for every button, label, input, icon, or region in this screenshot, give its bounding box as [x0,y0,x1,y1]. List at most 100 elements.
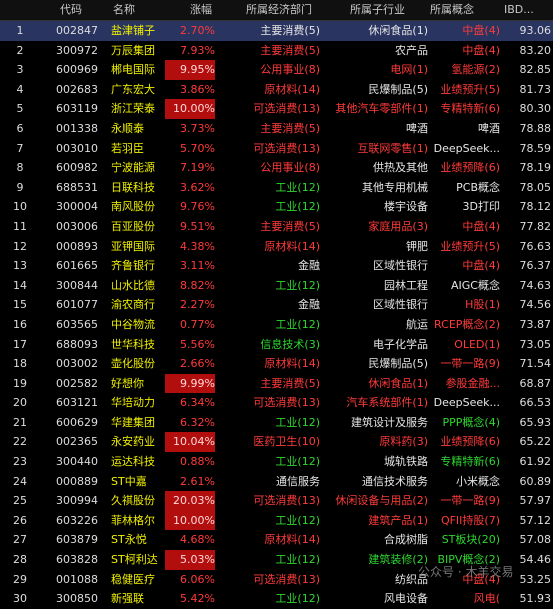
change-percent: 2.61% [180,474,215,488]
table-row[interactable]: 16 603565 中谷物流 0.77% 工业(12) 航运 RCEP概念(2) 73.87 [0,315,553,335]
sector: 可选消费(13) [253,494,320,508]
sector: 原材料(14) [264,82,320,96]
header-change[interactable]: 涨幅 [190,3,212,16]
table-row[interactable]: 19 002582 好想你 9.99% 主要消费(5) 休闲食品(1) 参股金融... 68.… [0,373,553,394]
table-row[interactable]: 13 601665 齐鲁银行 3.11% 金融 区域性银行 中盘(4) 76.37 [0,256,553,276]
table-row[interactable]: 10 300004 南风股份 9.76% 工业(12) 楼宇设备 3D打印 78.12 [0,197,553,217]
table-row[interactable]: 17 688093 世华科技 5.56% 信息技术(3) 电子化学品 OLED(1) 73.0… [0,335,553,355]
sub-industry: 合成树脂 [384,533,428,547]
table-row[interactable]: 29 001088 稳健医疗 6.06% 可选消费(13) 纺织品 中盘(4) 53.25 [0,570,553,590]
row-index: 15 [13,298,27,312]
stock-name: 稳健医疗 [111,572,155,586]
table-row[interactable]: 12 000893 亚钾国际 4.38% 原材料(14) 钾肥 业绩预升(5) 76.63 [0,237,553,257]
sector: 工业(12) [275,415,320,429]
stock-name: 万辰集团 [111,43,155,57]
sector: 原材料(14) [264,533,320,547]
row-index: 19 [13,376,27,390]
change-percent: 10.00% [165,510,215,531]
table-row[interactable]: 9 688531 日联科技 3.62% 工业(12) 其他专用机械 PCB概念 78.05 [0,178,553,198]
ibd-rating: 78.59 [519,141,552,155]
concept: H股(1) [465,298,500,312]
change-percent: 6.32% [180,415,215,429]
change-percent: 10.00% [165,99,215,119]
sector: 工业(12) [275,200,320,214]
table-row[interactable]: 27 603879 ST永悦 4.68% 原材料(14) 合成树脂 ST板块(20) 57.0… [0,530,553,550]
concept: 中盘(4) [462,259,500,273]
table-row[interactable]: 7 003010 若羽臣 5.70% 可选消费(13) 互联网零售(1) DeepSeek.… [0,139,553,159]
header-name[interactable]: 名称 [113,3,135,16]
stock-name: 运达科技 [111,455,155,469]
table-row[interactable]: 2 300972 万辰集团 7.93% 主要消费(5) 农产品 中盘(4) 83.20 [0,41,553,61]
table-row[interactable]: 6 001338 永顺泰 3.73% 主要消费(5) 啤酒 啤酒 78.88 [0,119,553,139]
stock-code: 688093 [56,337,98,351]
change-percent: 4.68% [180,533,215,547]
change-percent: 7.19% [180,161,215,175]
stock-code: 603879 [56,533,98,547]
table-row[interactable]: 3 600969 郴电国际 9.95% 公用事业(8) 电网(1) 氢能源(2) 82.85 [0,60,553,80]
sector: 原材料(14) [264,239,320,253]
ibd-rating: 78.88 [519,121,552,135]
stock-code: 601665 [56,259,98,273]
sector: 医药卫生(10) [253,435,320,449]
table-row[interactable]: 22 002365 永安药业 10.04% 医药卫生(10) 原料药(3) 业绩预降(6) 6… [0,432,553,453]
table-row[interactable]: 1 002847 盐津铺子 2.70% 主要消费(5) 休闲食品(1) 中盘(4) 93.06 [0,21,553,41]
sector: 主要消费(5) [260,43,320,57]
stock-name: 南风股份 [111,200,155,214]
sector: 公用事业(8) [260,161,320,175]
header-subindustry[interactable]: 所属子行业 [350,3,405,16]
concept: 业绩预降(6) [440,435,500,449]
stock-name: 百亚股份 [111,219,155,233]
sector: 主要消费(5) [260,24,320,37]
sub-industry: 啤酒 [406,121,428,135]
sub-industry: 通信技术服务 [362,474,428,488]
sub-industry: 原料药(3) [379,435,428,449]
header-ibd[interactable]: IBD... [504,3,534,16]
stock-name: 好想你 [111,376,144,390]
stock-name: 渝农商行 [111,298,155,312]
table-row[interactable]: 24 000889 ST中嘉 2.61% 通信服务 通信技术服务 小米概念 60.89 [0,472,553,492]
change-percent: 3.62% [180,180,215,194]
sub-industry: 休闲食品(1) [368,24,428,37]
table-row[interactable]: 4 002683 广东宏大 3.86% 原材料(14) 民爆制品(5) 业绩预升(5) 81.… [0,80,553,100]
row-index: 6 [16,121,24,135]
stock-name: 宁波能源 [111,161,155,175]
header-code[interactable]: 代码 [60,3,82,16]
row-index: 7 [16,141,24,155]
table-row[interactable]: 15 601077 渝农商行 2.27% 金融 区域性银行 H股(1) 74.56 [0,295,553,315]
table-row[interactable]: 14 300844 山水比德 8.82% 工业(12) 园林工程 AIGC概念 74.63 [0,276,553,296]
concept: 业绩预升(5) [440,239,500,253]
table-row[interactable]: 20 603121 华培动力 6.34% 可选消费(13) 汽车系统部件(1) DeepSe… [0,393,553,413]
table-row[interactable]: 25 300994 久祺股份 20.03% 可选消费(13) 休闲设备与用品(2) 一带一路… [0,491,553,511]
change-percent: 5.42% [180,592,215,606]
change-percent: 4.38% [180,239,215,253]
change-percent: 8.82% [180,278,215,292]
stock-code: 001338 [56,121,98,135]
stock-name: 华培动力 [111,396,155,410]
row-index: 23 [13,455,27,469]
ibd-rating: 71.54 [519,357,552,371]
table-row[interactable]: 18 003002 壶化股份 2.66% 原材料(14) 民爆制品(5) 一带一路(9) 71… [0,354,553,374]
sub-industry: 风电设备 [384,592,428,606]
change-percent: 3.73% [180,121,215,135]
sector: 可选消费(13) [253,102,320,116]
stock-code: 002847 [56,24,98,37]
table-row[interactable]: 30 300850 新强联 5.42% 工业(12) 风电设备 风电(51.93 [0,589,553,609]
stock-name: 若羽臣 [111,141,144,155]
concept: 中盘(4) [462,219,500,233]
table-row[interactable]: 21 600629 华建集团 6.32% 工业(12) 建筑设计及服务 PPP概念(4) 65… [0,413,553,433]
row-index: 9 [16,180,24,194]
table-row[interactable]: 11 003006 百亚股份 9.51% 主要消费(5) 家庭用品(3) 中盘(4) 77.8… [0,217,553,237]
stock-name: 世华科技 [111,337,155,351]
stock-name: 盐津铺子 [111,24,155,37]
table-row[interactable]: 26 603226 菲林格尔 10.00% 工业(12) 建筑产品(1) QFII持股(7)… [0,510,553,531]
header-sector[interactable]: 所属经济部门 [246,3,312,16]
table-row[interactable]: 23 300440 运达科技 0.88% 工业(12) 城轨铁路 专精特新(6) 61.92 [0,452,553,472]
table-row[interactable]: 5 603119 浙江荣泰 10.00% 可选消费(13) 其他汽车零部件(1) 专精特新(… [0,99,553,119]
header-concept[interactable]: 所属概念 [430,3,474,16]
stock-code: 001088 [56,572,98,586]
concept: DeepSeek... [433,141,500,155]
stock-code: 003006 [56,219,98,233]
table-row[interactable]: 28 603828 ST柯利达 5.03% 工业(12) 建筑装修(2) BIPV概念(2)… [0,550,553,570]
table-row[interactable]: 8 600982 宁波能源 7.19% 公用事业(8) 供热及其他 业绩预降(6) 78.19 [0,158,553,178]
